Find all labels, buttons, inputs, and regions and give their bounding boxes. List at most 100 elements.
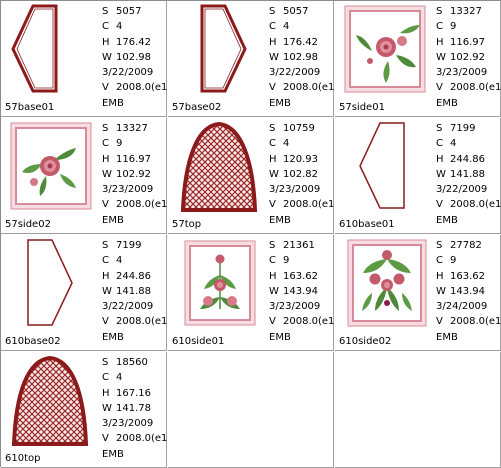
hexagon-outline-icon [359,122,405,209]
design-name: 57side02 [5,219,51,230]
height-label: H [102,387,110,399]
format-value: EMB [436,214,458,226]
design-name: 610side02 [339,336,392,347]
height-label: H [269,153,277,165]
color-count: 9 [283,255,290,267]
version-value: 2008.0(e1 [450,82,501,94]
stitches-label: S [269,240,276,251]
height-label: H [269,36,277,48]
width-label: W [269,168,279,180]
version-label: V [102,82,109,94]
stitch-count: 21361 [283,240,315,251]
version-label: V [436,82,443,94]
version-value: 2008.0(e1 [116,433,168,445]
colors-label: C [269,255,276,267]
version-label: V [269,82,276,94]
version-value: 2008.0(e1 [116,82,168,94]
hexagon-outline-mirrored-icon [27,239,73,326]
stitch-count: 18560 [116,357,148,368]
height-value: 120.93 [283,153,318,165]
format-value: EMB [436,97,458,109]
arch-lattice-icon [180,121,258,212]
date-value: 3/23/2009 [102,184,154,196]
date-value: 3/23/2009 [102,418,154,430]
format-value: EMB [269,331,291,343]
design-name: 57base02 [172,102,222,113]
stitch-count: 27782 [450,240,482,251]
version-label: V [269,199,276,211]
width-value: 143.94 [283,285,318,297]
color-count: 4 [283,21,290,33]
date-value: 3/23/2009 [269,301,321,313]
height-value: 244.86 [450,153,485,165]
version-label: V [436,199,443,211]
format-value: EMB [102,214,124,226]
date-value: 3/22/2009 [269,67,321,79]
stitch-count: 5057 [116,6,142,17]
date-value: 3/23/2009 [436,67,488,79]
height-label: H [269,270,277,282]
stitches-label: S [102,6,109,17]
date-value: 3/22/2009 [102,301,154,313]
colors-label: C [269,138,276,150]
width-label: W [269,51,279,63]
format-value: EMB [102,448,124,460]
colors-label: C [436,138,443,150]
version-value: 2008.0(e1 [283,316,335,328]
height-value: 244.86 [116,270,151,282]
height-label: H [102,270,110,282]
date-value: 3/23/2009 [269,184,321,196]
format-value: EMB [269,97,291,109]
width-value: 141.88 [450,168,485,180]
stitches-label: S [102,357,109,368]
colors-label: C [102,138,109,150]
format-value: EMB [102,331,124,343]
stitch-count: 10759 [283,123,315,134]
height-value: 116.97 [450,36,485,48]
stitch-count: 13327 [450,6,482,17]
format-value: EMB [269,214,291,226]
height-value: 176.42 [283,36,318,48]
version-value: 2008.0(e1 [116,316,168,328]
width-value: 102.92 [116,168,151,180]
width-label: W [102,402,112,414]
version-value: 2008.0(e1 [283,199,335,211]
height-label: H [436,270,444,282]
design-name: 610top [5,453,41,464]
colors-label: C [436,255,443,267]
width-value: 143.94 [450,285,485,297]
date-value: 3/22/2009 [102,67,154,79]
width-label: W [269,285,279,297]
stitches-label: S [269,6,276,17]
design-name: 57top [172,219,202,230]
height-label: H [102,36,110,48]
width-value: 102.98 [116,51,151,63]
width-label: W [436,168,446,180]
version-value: 2008.0(e1 [283,82,335,94]
rose-frame-icon [344,5,426,93]
height-value: 163.62 [450,270,485,282]
version-value: 2008.0(e1 [450,316,501,328]
stitches-label: S [436,6,443,17]
version-label: V [102,199,109,211]
format-value: EMB [102,97,124,109]
color-count: 4 [116,372,123,384]
design-name: 610base02 [5,336,61,347]
